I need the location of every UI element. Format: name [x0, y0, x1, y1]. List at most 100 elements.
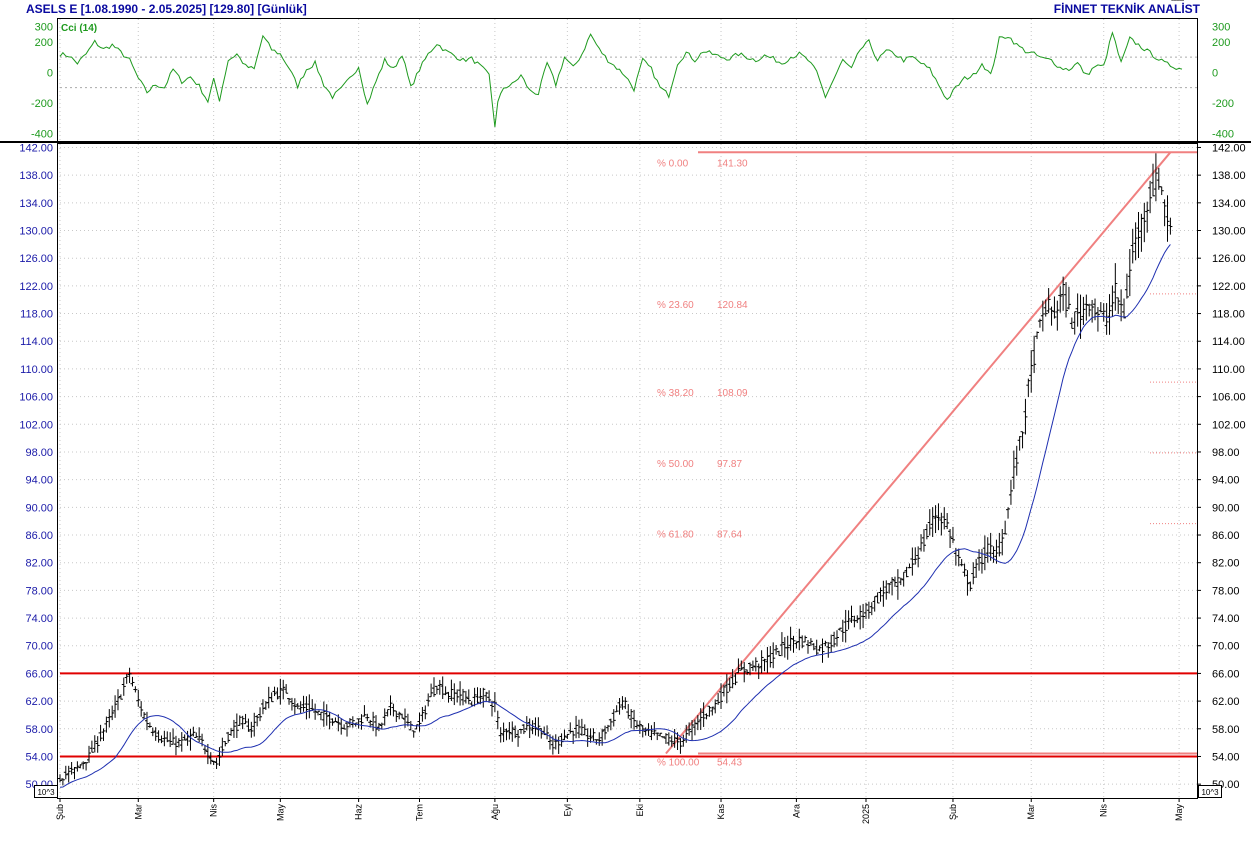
price-bar [139, 701, 144, 717]
price-bar [576, 719, 581, 739]
price-y-label-left: 54.00 [25, 751, 53, 763]
cci-y-label-right: 300 [1212, 22, 1230, 34]
cci-y-label-left: 300 [35, 22, 53, 34]
price-y-label-right: 102.00 [1212, 419, 1246, 431]
support-resistance-layer [60, 672, 1197, 758]
price-bar [881, 580, 886, 607]
price-bar [118, 694, 123, 700]
price-bar [985, 537, 990, 563]
price-bar [846, 610, 851, 630]
price-bar [901, 571, 906, 587]
price-bar [255, 714, 260, 727]
price-bar [568, 722, 573, 734]
price-bar [698, 708, 703, 730]
price-bar [655, 732, 660, 741]
price-bar [405, 713, 410, 727]
price-bar [510, 721, 515, 742]
price-bar [1032, 335, 1037, 374]
price-bar [350, 716, 355, 728]
price-bar [463, 690, 468, 704]
price-y-label-right: 114.00 [1212, 336, 1245, 348]
price-bar [92, 735, 97, 753]
price-bar [690, 720, 695, 741]
price-bar [58, 774, 62, 783]
price-bar [234, 713, 239, 739]
x-axis-layer: Şub Mar Nis May Haz Tem Ağu Eyl Eki Kas Ara 2025 Şub… [55, 798, 1184, 824]
price-bar [675, 732, 680, 751]
price-bar [745, 669, 750, 675]
price-bar [629, 709, 634, 729]
price-bar [942, 507, 947, 530]
price-bar [1098, 302, 1103, 313]
price-bar [1008, 479, 1013, 505]
price-bar [1139, 213, 1144, 252]
price-bar [1081, 296, 1086, 326]
price-bar [382, 708, 387, 726]
price-bar [1023, 398, 1028, 435]
price-bar [182, 734, 187, 741]
price-bar [785, 635, 790, 660]
price-bar [1061, 276, 1066, 311]
price-bar [449, 679, 454, 702]
price-bar [994, 539, 999, 564]
price-bar [721, 684, 726, 697]
price-bar [272, 686, 277, 697]
price-bar [742, 662, 747, 683]
price-bar [1000, 529, 1005, 556]
price-bar [1142, 202, 1147, 243]
price-bar [220, 737, 225, 757]
price-bar [411, 730, 416, 738]
price-bar [1095, 307, 1100, 332]
price-bar [936, 503, 941, 531]
price-y-label-right: 110.00 [1212, 364, 1245, 376]
price-bar [661, 736, 666, 739]
fibonacci-trend-line [665, 151, 1172, 755]
price-bar [591, 728, 596, 742]
price-bar [808, 638, 813, 647]
scale-unit-box-left [34, 785, 58, 798]
price-bar [1069, 317, 1074, 329]
price-bar [1122, 298, 1127, 319]
price-bar [339, 718, 344, 735]
price-bar [713, 699, 718, 714]
cci-y-label-right: -200 [1212, 98, 1234, 110]
price-y-label-right: 134.00 [1212, 198, 1246, 210]
price-bar [727, 677, 732, 692]
price-bar [739, 660, 744, 671]
price-bar [898, 577, 903, 586]
price-bar [614, 705, 619, 713]
price-bar [574, 715, 579, 739]
price-bar [748, 662, 753, 676]
price-bar [101, 728, 106, 741]
price-bar [910, 547, 915, 576]
x-tick-label: Şub [55, 804, 65, 820]
price-bar [194, 732, 199, 738]
price-bar [504, 728, 509, 741]
price-bar [127, 667, 132, 684]
price-bar [521, 724, 526, 735]
price-bar [472, 687, 477, 707]
price-bar [60, 778, 65, 786]
price-bar [1052, 296, 1057, 319]
price-bar [432, 677, 436, 697]
price-bar [455, 689, 460, 703]
fibonacci-level-value: 97.87 [717, 459, 742, 470]
price-y-label-right: 82.00 [1212, 558, 1240, 570]
price-bar [849, 605, 854, 623]
price-bar [553, 734, 558, 750]
fibonacci-level-pct: % 38.20 [657, 388, 694, 399]
price-bar [342, 724, 347, 730]
price-bar [887, 583, 892, 594]
price-bar [588, 728, 593, 743]
price-bar [913, 547, 918, 565]
fibonacci-level-value: 108.09 [717, 388, 748, 399]
price-bar [1113, 263, 1118, 311]
price-bar [478, 688, 483, 705]
price-bar [571, 730, 576, 744]
price-y-label-left: 78.00 [25, 585, 53, 597]
price-bar [890, 577, 895, 596]
price-y-label-left: 106.00 [19, 392, 53, 404]
cci-y-label-left: -400 [31, 128, 53, 140]
price-bar [278, 678, 283, 705]
price-y-label-left: 90.00 [25, 502, 53, 514]
